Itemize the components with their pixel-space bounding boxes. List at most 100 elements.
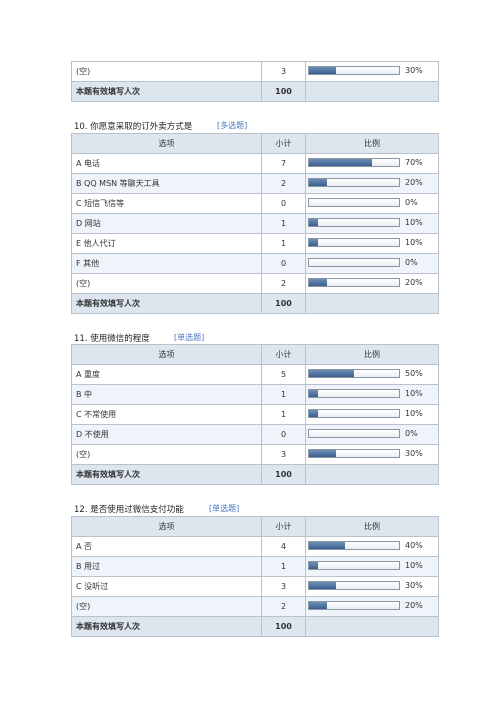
ratio-bar xyxy=(308,158,400,167)
total-label: 本题有效填写人次 xyxy=(71,616,262,637)
ratio-percent: 20% xyxy=(405,178,423,187)
count-value: 1 xyxy=(261,233,306,254)
ratio-percent: 0% xyxy=(405,258,418,267)
header-option: 选项 xyxy=(71,344,262,365)
ratio-cell: 30% xyxy=(305,61,439,82)
option-label: B 用过 xyxy=(71,556,262,577)
q12-type-link[interactable]: [单选题] xyxy=(209,504,240,513)
table-row: A 电话 7 70% xyxy=(71,153,439,174)
ratio-bar-fill xyxy=(309,390,318,397)
table-row: C 短信飞信等 0 0% xyxy=(71,193,439,214)
ratio-cell: 20% xyxy=(305,273,439,294)
table-row: C 不常使用 1 10% xyxy=(71,404,439,425)
ratio-cell: 40% xyxy=(305,536,439,557)
count-value: 0 xyxy=(261,193,306,214)
ratio-cell: 20% xyxy=(305,173,439,194)
total-empty xyxy=(305,293,439,314)
q11-type-link[interactable]: [单选题] xyxy=(174,333,205,342)
total-value: 100 xyxy=(261,81,306,102)
total-row: 本题有效填写人次 100 xyxy=(71,293,439,314)
table-row: (空) 2 20% xyxy=(71,273,439,294)
count-value: 7 xyxy=(261,153,306,174)
option-label: C 没听过 xyxy=(71,576,262,597)
count-value: 1 xyxy=(261,556,306,577)
q12-table: 选项 小计 比例 A 否 4 40% B 用过 1 10% C 没听过 3 30% (空) 2 20% 本题有… xyxy=(71,516,439,637)
header-option: 选项 xyxy=(71,133,262,154)
table-row: (空) 3 30% xyxy=(71,61,439,82)
ratio-bar xyxy=(308,541,400,550)
ratio-percent: 10% xyxy=(405,389,423,398)
table-row: E 他人代订 1 10% xyxy=(71,233,439,254)
option-label: A 电话 xyxy=(71,153,262,174)
total-label: 本题有效填写人次 xyxy=(71,293,262,314)
count-value: 2 xyxy=(261,173,306,194)
table-row: (空) 3 30% xyxy=(71,444,439,465)
option-label: F 其他 xyxy=(71,253,262,274)
count-value: 4 xyxy=(261,536,306,557)
table-row: (空) 2 20% xyxy=(71,596,439,617)
ratio-percent: 40% xyxy=(405,541,423,550)
count-value: 2 xyxy=(261,596,306,617)
ratio-cell: 10% xyxy=(305,404,439,425)
option-label: B QQ MSN 等聊天工具 xyxy=(71,173,262,194)
total-value: 100 xyxy=(261,293,306,314)
header-count: 小计 xyxy=(261,133,306,154)
option-label: D 不使用 xyxy=(71,424,262,445)
ratio-bar-fill xyxy=(309,239,318,246)
ratio-cell: 30% xyxy=(305,444,439,465)
option-label: (空) xyxy=(71,61,262,82)
total-row: 本题有效填写人次 100 xyxy=(71,464,439,485)
ratio-bar-fill xyxy=(309,582,336,589)
total-row: 本题有效填写人次 100 xyxy=(71,81,439,102)
table-row: A 否 4 40% xyxy=(71,536,439,557)
q10-type-link[interactable]: [多选题] xyxy=(217,121,248,130)
ratio-percent: 0% xyxy=(405,429,418,438)
ratio-cell: 0% xyxy=(305,193,439,214)
option-label: (空) xyxy=(71,596,262,617)
ratio-bar xyxy=(308,278,400,287)
table-row: C 没听过 3 30% xyxy=(71,576,439,597)
option-label: (空) xyxy=(71,273,262,294)
header-ratio: 比例 xyxy=(305,133,439,154)
ratio-percent: 30% xyxy=(405,581,423,590)
ratio-percent: 0% xyxy=(405,198,418,207)
ratio-percent: 30% xyxy=(405,66,423,75)
count-value: 1 xyxy=(261,404,306,425)
q12-title: 12. 是否使用过微信支付功能 xyxy=(74,503,184,515)
ratio-bar-fill xyxy=(309,562,318,569)
q10-title: 10. 你愿意采取的订外卖方式是 xyxy=(74,120,192,132)
ratio-bar-fill xyxy=(309,219,318,226)
count-value: 3 xyxy=(261,444,306,465)
ratio-bar-fill xyxy=(309,279,327,286)
ratio-cell: 20% xyxy=(305,596,439,617)
header-count: 小计 xyxy=(261,516,306,537)
ratio-cell: 10% xyxy=(305,556,439,577)
count-value: 1 xyxy=(261,213,306,234)
option-label: D 网站 xyxy=(71,213,262,234)
table-row: B 用过 1 10% xyxy=(71,556,439,577)
q11-title-text: 11. 使用微信的程度 xyxy=(74,334,150,344)
option-label: A 否 xyxy=(71,536,262,557)
table-row: D 网站 1 10% xyxy=(71,213,439,234)
ratio-cell: 0% xyxy=(305,424,439,445)
ratio-bar xyxy=(308,601,400,610)
option-label: C 短信飞信等 xyxy=(71,193,262,214)
total-label: 本题有效填写人次 xyxy=(71,464,262,485)
table-header-row: 选项 小计 比例 xyxy=(71,133,439,154)
option-label: (空) xyxy=(71,444,262,465)
ratio-cell: 30% xyxy=(305,576,439,597)
count-value: 0 xyxy=(261,253,306,274)
ratio-percent: 10% xyxy=(405,409,423,418)
ratio-bar xyxy=(308,66,400,75)
count-value: 5 xyxy=(261,364,306,385)
ratio-bar-fill xyxy=(309,450,336,457)
header-ratio: 比例 xyxy=(305,344,439,365)
ratio-percent: 50% xyxy=(405,369,423,378)
table-row: B QQ MSN 等聊天工具 2 20% xyxy=(71,173,439,194)
count-value: 1 xyxy=(261,384,306,405)
ratio-bar xyxy=(308,238,400,247)
count-value: 2 xyxy=(261,273,306,294)
ratio-percent: 10% xyxy=(405,238,423,247)
total-empty xyxy=(305,464,439,485)
table-header-row: 选项 小计 比例 xyxy=(71,344,439,365)
